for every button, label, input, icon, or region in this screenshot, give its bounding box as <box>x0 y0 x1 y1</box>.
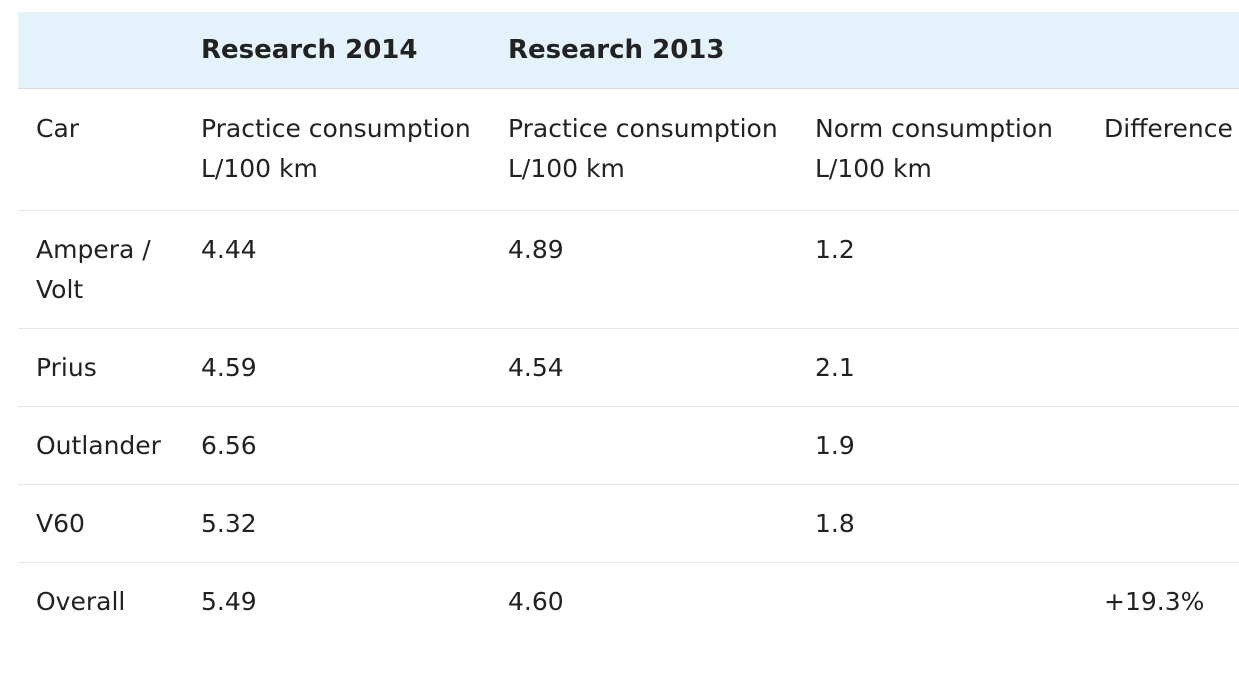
cell-practice-2013: 4.54 <box>490 328 797 407</box>
table-row: Overall 5.49 4.60 +19.3% <box>18 563 1239 641</box>
cell-practice-2013: 4.60 <box>508 587 564 616</box>
cell-practice-2014: 6.56 <box>183 406 490 485</box>
cell-practice-2014: 4.44 <box>183 210 490 329</box>
column-header-practice-2014: Practice consumption L/100 km <box>183 88 490 211</box>
cell-difference <box>1086 328 1239 407</box>
cell-practice-2013: 4.89 <box>490 210 797 329</box>
header-group-empty <box>18 12 183 89</box>
cell-difference <box>1086 484 1239 563</box>
consumption-table: Research 2014 Research 2013 Car Practice… <box>18 12 1239 640</box>
cell-car: Prius <box>18 328 183 407</box>
cell-car: Overall <box>36 587 126 616</box>
cell-practice-2014: 4.59 <box>183 328 490 407</box>
cell-difference: +19.3% <box>1104 587 1205 616</box>
cell-practice-2013 <box>490 484 797 563</box>
cell-practice-2014: 5.32 <box>183 484 490 563</box>
table-row: Ampera / Volt 4.44 4.89 1.2 <box>18 210 1239 329</box>
column-header-difference: Difference <box>1086 88 1239 211</box>
header-group-empty-difference <box>1086 12 1239 89</box>
cell-car: Ampera / Volt <box>18 210 183 329</box>
cell-norm <box>797 563 1086 641</box>
cell-difference <box>1086 210 1239 329</box>
cell-difference <box>1086 406 1239 485</box>
cell-car: Outlander <box>18 406 183 485</box>
consumption-table-container: Research 2014 Research 2013 Car Practice… <box>18 12 1239 640</box>
cell-car: V60 <box>18 484 183 563</box>
cell-norm: 1.2 <box>797 210 1086 329</box>
cell-practice-2014: 5.49 <box>201 587 257 616</box>
cell-norm: 1.9 <box>797 406 1086 485</box>
header-group-research-2014: Research 2014 <box>183 12 490 89</box>
column-header-practice-2013: Practice consumption L/100 km <box>490 88 797 211</box>
column-header-norm: Norm consumption L/100 km <box>797 88 1086 211</box>
column-header-car: Car <box>18 88 183 211</box>
table-row: V60 5.32 1.8 <box>18 484 1239 563</box>
column-header-row: Car Practice consumption L/100 km Practi… <box>18 88 1239 211</box>
header-group-research-2013: Research 2013 <box>490 12 797 89</box>
cell-norm: 2.1 <box>797 328 1086 407</box>
cell-practice-2013 <box>490 406 797 485</box>
header-group-empty-norm <box>797 12 1086 89</box>
header-group-row: Research 2014 Research 2013 <box>18 12 1239 89</box>
cell-norm: 1.8 <box>797 484 1086 563</box>
table-row: Outlander 6.56 1.9 <box>18 406 1239 485</box>
table-row: Prius 4.59 4.54 2.1 <box>18 328 1239 407</box>
